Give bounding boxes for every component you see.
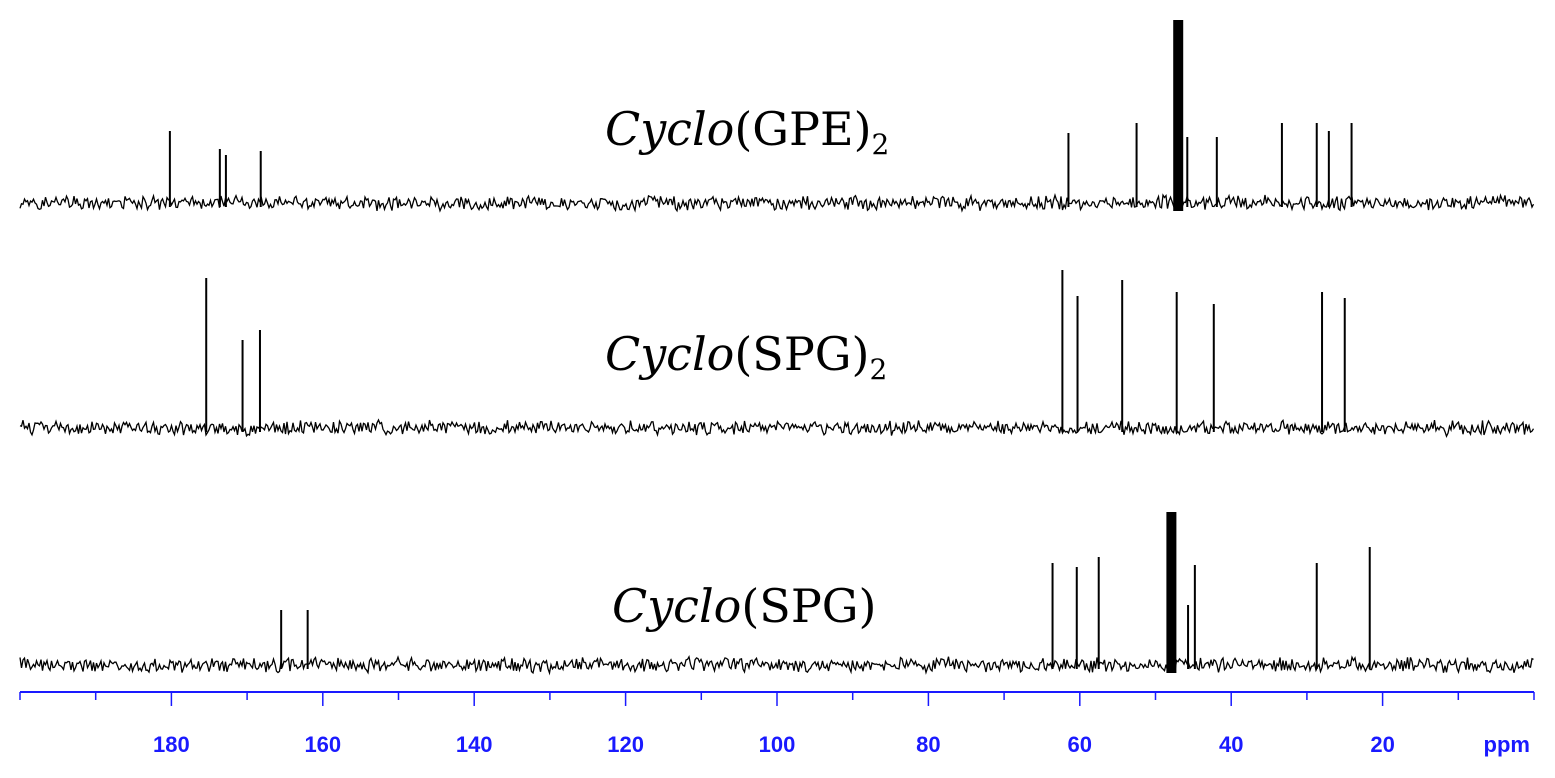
tick-label-60: 60 <box>1068 732 1092 757</box>
spectrum-label-gpe2: Cyclo(GPE)2 <box>605 102 889 161</box>
tick-label-100: 100 <box>759 732 796 757</box>
tick-label-140: 140 <box>456 732 493 757</box>
spectrum-label-spg2: Cyclo(SPG)2 <box>605 327 887 386</box>
tick-label-160: 160 <box>304 732 341 757</box>
spectrum-labels: Cyclo(GPE)2 Cyclo(SPG)2 Cyclo(SPG) <box>605 102 889 633</box>
tick-label-80: 80 <box>916 732 940 757</box>
tick-label-20: 20 <box>1370 732 1394 757</box>
axis-unit-label: ppm <box>1484 732 1530 757</box>
spectrum-label-spg: Cyclo(SPG) <box>612 579 876 633</box>
spectrum-2 <box>19 512 1534 676</box>
spectrum-0-baseline <box>19 192 1535 213</box>
spectra-layer <box>19 20 1535 676</box>
spectrum-0-solvent-peak <box>1173 20 1184 211</box>
tick-label-180: 180 <box>153 732 190 757</box>
spectrum-1-baseline <box>19 418 1535 439</box>
tick-label-40: 40 <box>1219 732 1243 757</box>
spectrum-2-baseline <box>19 654 1534 676</box>
ppm-axis: 180 160 140 120 100 80 60 40 20 ppm <box>19 691 1535 757</box>
spectrum-0 <box>19 20 1535 213</box>
spectrum-2-solvent-peak <box>1166 512 1177 673</box>
tick-label-120: 120 <box>607 732 644 757</box>
spectrum-1 <box>19 270 1535 439</box>
